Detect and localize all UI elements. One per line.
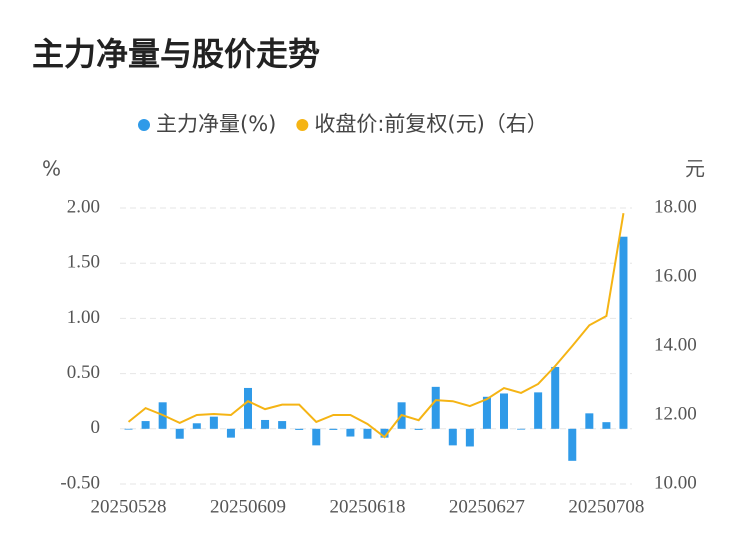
y-axis-label: % <box>42 157 61 181</box>
y-tick-label: 1.50 <box>67 252 100 273</box>
bar <box>500 393 508 429</box>
x-tick-label: 20250618 <box>329 496 405 517</box>
bar <box>175 428 184 439</box>
price-line <box>127 213 625 439</box>
bar <box>414 428 423 430</box>
y2-tick-label: 18.00 <box>654 196 697 217</box>
y-tick-label: 2.00 <box>67 196 100 217</box>
bar <box>363 428 372 439</box>
bar <box>619 236 628 429</box>
y2-axis-label: 元 <box>685 157 705 181</box>
x-tick-label: 20250609 <box>210 496 286 517</box>
legend-label: 主力净量(%) <box>156 112 276 136</box>
x-tick-label: 20250708 <box>568 496 644 517</box>
y-tick-label: 0 <box>91 417 101 438</box>
x-tick-label: 20250627 <box>449 496 525 517</box>
y2-tick-label: 10.00 <box>654 472 697 493</box>
y-tick-label: 1.00 <box>67 307 100 328</box>
bar <box>261 419 270 429</box>
bar <box>585 413 594 429</box>
x-tick-label: 20250528 <box>91 496 167 517</box>
y-tick-label: 0.50 <box>67 362 100 383</box>
y2-tick-label: 14.00 <box>654 334 697 355</box>
bar <box>482 396 491 429</box>
legend-marker <box>296 119 309 131</box>
bar <box>141 421 150 429</box>
bar <box>448 428 457 446</box>
y2-tick-label: 12.00 <box>654 403 697 424</box>
legend-label: 收盘价:前复权(元)（右） <box>314 112 547 136</box>
legend-marker <box>138 119 150 131</box>
bar <box>551 366 560 429</box>
bar <box>346 428 355 437</box>
bar <box>226 428 235 438</box>
bar <box>568 428 577 461</box>
bar <box>192 423 201 429</box>
y2-tick-label: 16.00 <box>654 265 697 286</box>
bar <box>465 428 474 447</box>
bar <box>380 428 389 438</box>
bar <box>329 428 338 430</box>
y-tick-label: -0.50 <box>60 472 100 493</box>
bar <box>534 392 543 429</box>
bar <box>431 386 440 429</box>
bar <box>124 428 133 430</box>
bar <box>602 422 611 429</box>
bar <box>312 428 321 446</box>
bar <box>278 421 287 429</box>
chart-title: 主力净量与股价走势 <box>32 35 320 73</box>
bar <box>517 428 526 430</box>
bar <box>209 416 218 429</box>
bar <box>295 428 304 430</box>
bar <box>244 387 252 429</box>
